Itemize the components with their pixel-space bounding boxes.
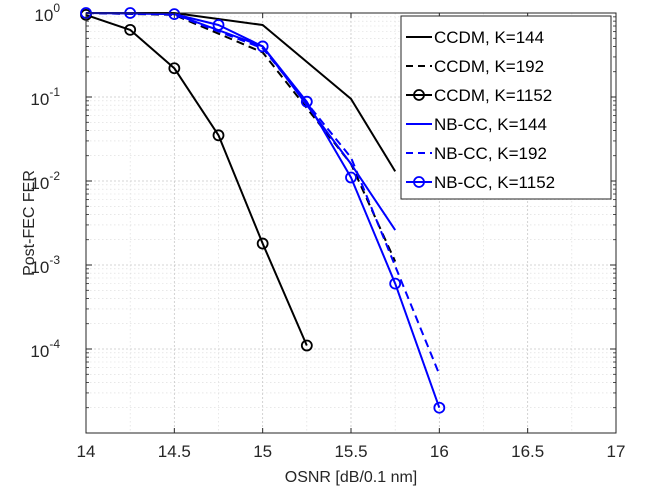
- x-tick-label: 14.5: [158, 442, 191, 461]
- legend-label: CCDM, K=144: [434, 28, 544, 47]
- data-point: [124, 23, 137, 36]
- data-point: [345, 171, 357, 184]
- legend-box: [400, 15, 612, 200]
- data-point: [433, 401, 446, 414]
- data-point: [256, 237, 269, 250]
- y-tick-label: 10-4: [30, 337, 60, 361]
- legend-label: CCDM, K=1152: [434, 86, 552, 105]
- legend-label: CCDM, K=192: [434, 57, 544, 76]
- y-tick-label: 10-1: [30, 85, 60, 109]
- y-tick-label: 100: [34, 1, 60, 25]
- x-tick-label: 15: [253, 442, 272, 461]
- y-tick-label: 10-3: [30, 253, 60, 277]
- x-axis-label: OSNR [dB/0.1 nm]: [285, 469, 418, 486]
- x-tick-label: 16: [430, 442, 449, 461]
- y-tick-label: 10-2: [30, 169, 60, 193]
- data-point: [212, 19, 225, 31]
- legend-label: NB-CC, K=192: [434, 144, 547, 163]
- x-tick-label: 16.5: [511, 442, 544, 461]
- x-tick-label: 15.5: [334, 442, 367, 461]
- data-point: [212, 129, 225, 142]
- y-axis-label: Post-FEC FER: [21, 170, 38, 276]
- legend-label: NB-CC, K=144: [434, 115, 547, 134]
- axis-ticks: [85, 12, 617, 433]
- x-tick-labels: 14 14.5 15 15.5 16 16.5 17: [77, 442, 626, 461]
- legend-marker: [413, 176, 425, 188]
- series-line: [85, 13, 308, 346]
- data-point: [168, 62, 181, 75]
- legend: CCDM, K=144 CCDM, K=192 CCDM, K=1152 NB-CC,…: [400, 15, 612, 200]
- data-point: [300, 339, 313, 352]
- x-tick-label: 17: [607, 442, 626, 461]
- legend-marker: [413, 89, 425, 101]
- data-point: [389, 277, 402, 290]
- y-tick-labels: 100 10-1 10-2 10-3 10-4: [30, 1, 60, 361]
- x-tick-label: 14: [77, 442, 96, 461]
- legend-label: NB-CC, K=1152: [434, 173, 555, 192]
- data-point: [300, 95, 313, 108]
- data-point: [168, 8, 181, 21]
- data-point: [256, 40, 269, 53]
